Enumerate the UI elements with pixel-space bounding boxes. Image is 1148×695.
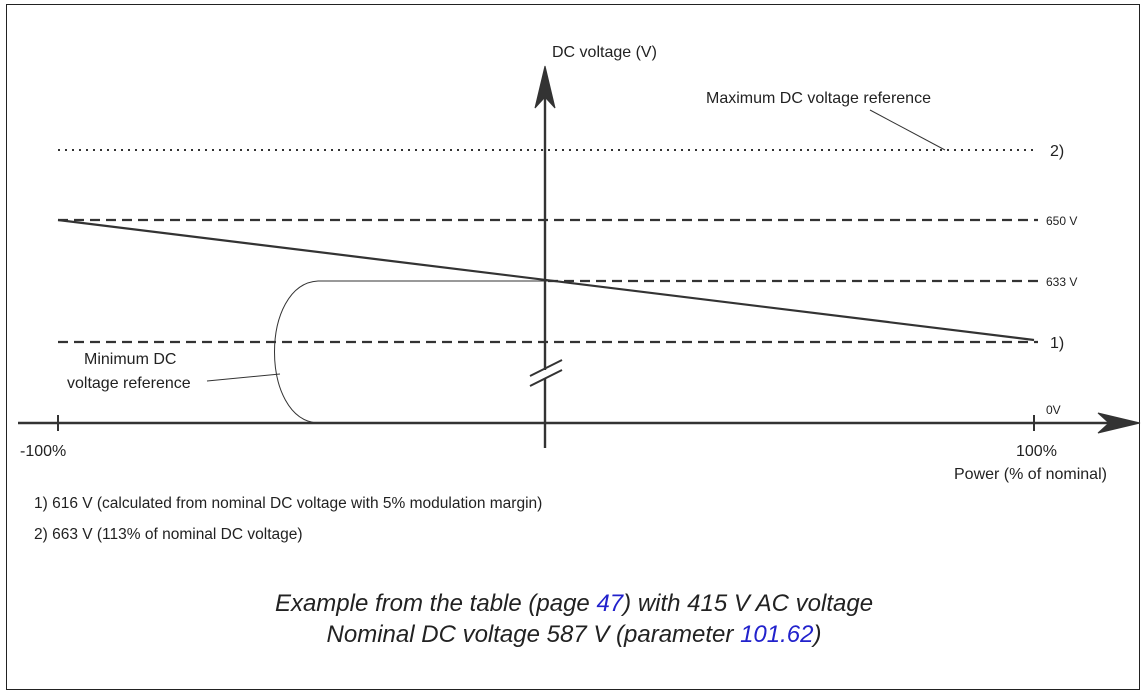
caption-line-2-pre: Nominal DC voltage 587 V (parameter bbox=[326, 621, 741, 648]
figure-frame bbox=[6, 4, 1140, 690]
y-axis-break-gap bbox=[530, 370, 560, 378]
x-axis-label: Power (% of nominal) bbox=[954, 466, 1107, 483]
y-axis-label: DC voltage (V) bbox=[552, 44, 657, 61]
min-reference-label-line2: voltage reference bbox=[67, 375, 191, 392]
min-reference-leader bbox=[206, 373, 281, 382]
y-axis-break-mark-1 bbox=[529, 359, 563, 377]
level-633-label: 633 V bbox=[1046, 275, 1077, 289]
level-650-label: 650 V bbox=[1046, 214, 1077, 228]
y-axis-arrowhead bbox=[534, 65, 556, 109]
caption-line-2-post: ) bbox=[813, 621, 822, 648]
caption-line-1-post: ) with 415 V AC voltage bbox=[623, 590, 874, 617]
note-1: 1) 616 V (calculated from nominal DC vol… bbox=[34, 495, 543, 512]
y-axis-break-mark-2 bbox=[529, 369, 563, 387]
caption-line-1-pre: Example from the table (page bbox=[274, 590, 597, 617]
parameter-101-62-link[interactable]: 101.62 bbox=[740, 621, 814, 648]
note-2: 2) 663 V (113% of nominal DC voltage) bbox=[34, 526, 303, 543]
x-axis-arrowhead bbox=[1097, 412, 1141, 434]
zero-label: 0V bbox=[1046, 403, 1061, 417]
max-reference-label: Maximum DC voltage reference bbox=[706, 90, 931, 107]
marker-1: 1) bbox=[1050, 335, 1064, 352]
page-47-link[interactable]: 47 bbox=[596, 590, 624, 617]
min-reference-bracket bbox=[274, 280, 548, 424]
caption-line-1: Example from the table (page 47) with 41… bbox=[0, 590, 1148, 618]
min-reference-label-line1: Minimum DC bbox=[84, 351, 176, 368]
caption-line-2: Nominal DC voltage 587 V (parameter 101.… bbox=[0, 621, 1148, 649]
x-right-tick-label: 100% bbox=[1016, 443, 1057, 460]
marker-2: 2) bbox=[1050, 143, 1064, 160]
max-reference-leader bbox=[869, 109, 946, 151]
x-left-tick-label: -100% bbox=[20, 443, 66, 460]
